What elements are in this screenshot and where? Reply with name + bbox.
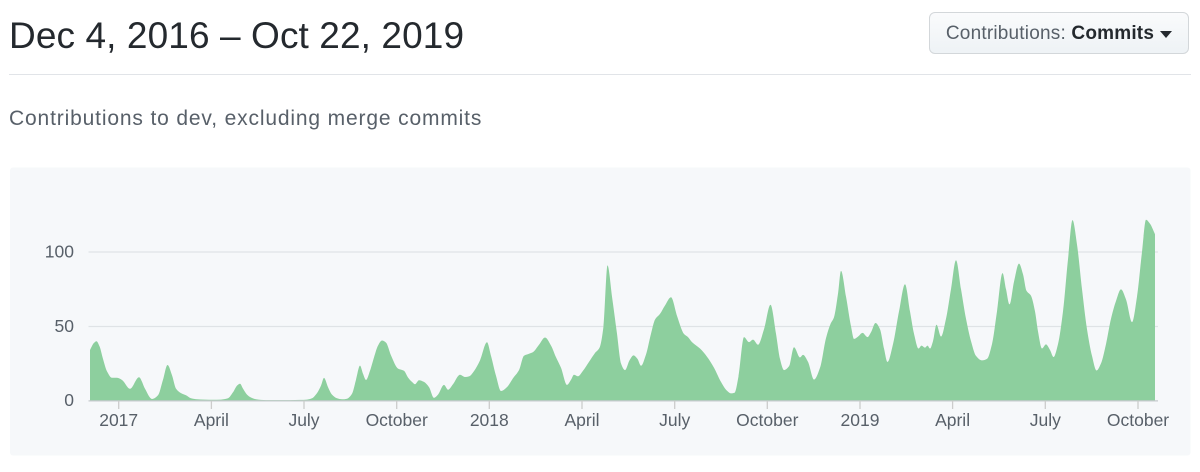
svg-text:2017: 2017: [99, 410, 138, 430]
svg-text:April: April: [935, 410, 970, 430]
svg-text:July: July: [1030, 410, 1061, 430]
svg-text:October: October: [366, 410, 428, 430]
svg-text:50: 50: [55, 316, 75, 336]
svg-text:2018: 2018: [470, 410, 509, 430]
svg-text:100: 100: [45, 242, 74, 262]
svg-text:October: October: [736, 410, 798, 430]
svg-text:2019: 2019: [841, 410, 880, 430]
svg-text:0: 0: [64, 390, 74, 410]
svg-text:October: October: [1107, 410, 1169, 430]
svg-text:April: April: [194, 410, 229, 430]
svg-text:April: April: [564, 410, 599, 430]
svg-text:July: July: [659, 410, 690, 430]
svg-text:July: July: [288, 410, 319, 430]
